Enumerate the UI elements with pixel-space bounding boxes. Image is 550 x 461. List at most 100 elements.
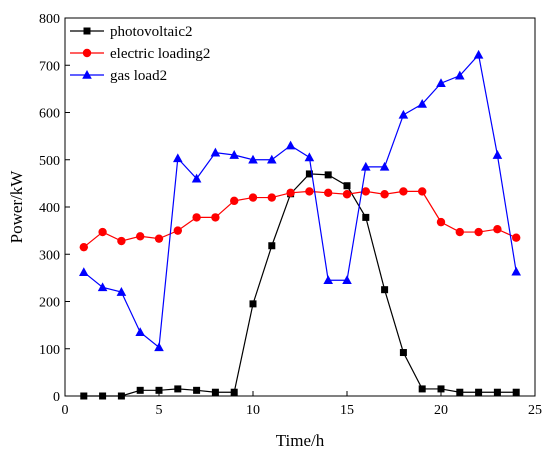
data-point — [268, 242, 276, 250]
data-point — [436, 217, 446, 227]
data-point — [475, 388, 483, 396]
data-point — [324, 188, 333, 198]
data-point — [230, 196, 239, 206]
data-point — [418, 385, 426, 393]
data-point — [248, 154, 258, 164]
series-line — [83, 190, 517, 248]
data-point — [116, 287, 127, 296]
x-tick-label: 20 — [434, 403, 448, 418]
data-point — [80, 392, 88, 400]
data-point — [398, 109, 409, 119]
data-point — [512, 233, 521, 242]
data-point — [286, 188, 295, 198]
data-point — [79, 242, 89, 252]
data-point — [362, 213, 370, 221]
series-electric-loading2 — [79, 187, 521, 252]
data-point — [230, 388, 238, 396]
data-point — [117, 236, 126, 246]
data-point — [248, 193, 258, 202]
data-point — [379, 161, 390, 171]
y-tick-label: 0 — [53, 390, 60, 405]
data-point — [135, 327, 145, 337]
y-tick-label: 500 — [39, 154, 60, 169]
data-point — [97, 282, 108, 292]
data-point — [417, 98, 427, 108]
data-point — [192, 213, 201, 222]
data-point — [305, 187, 314, 196]
y-axis-title: Power/kW — [7, 170, 26, 244]
y-tick-label: 300 — [39, 248, 60, 263]
legend-label: gas load2 — [110, 68, 167, 84]
data-point — [210, 147, 221, 157]
x-tick-label: 10 — [246, 403, 260, 418]
legend-marker — [83, 27, 91, 35]
axis-ticks: 0 5 10 15 20 25 0 100 200 300 400 500 600 700 800 — [39, 12, 542, 418]
data-point — [155, 386, 163, 394]
data-point — [493, 388, 501, 396]
legend-marker — [82, 48, 92, 58]
data-point — [304, 152, 315, 162]
data-point — [399, 187, 408, 196]
data-point — [191, 173, 202, 183]
data-point — [117, 392, 125, 400]
data-point — [492, 150, 503, 159]
legend-item: photovoltaic2 — [70, 24, 193, 40]
y-tick-label: 400 — [39, 201, 60, 216]
x-tick-label: 15 — [340, 403, 354, 418]
data-point — [342, 190, 352, 199]
data-point — [154, 234, 164, 243]
data-point — [99, 392, 107, 400]
data-point — [361, 187, 370, 196]
data-point — [136, 232, 145, 241]
data-point — [154, 342, 164, 352]
data-point — [173, 226, 182, 235]
data-point — [173, 153, 183, 163]
legend-label: photovoltaic2 — [110, 24, 193, 40]
legend-item: gas load2 — [70, 68, 167, 84]
data-point — [361, 161, 371, 171]
data-point — [399, 349, 407, 357]
series-line — [83, 53, 517, 349]
data-point — [418, 187, 427, 196]
series-line — [83, 173, 517, 397]
x-axis-title: Time/h — [276, 431, 325, 450]
data-point — [79, 267, 89, 277]
x-tick-label: 5 — [156, 403, 163, 418]
data-point — [211, 388, 219, 396]
data-point — [493, 225, 502, 234]
legend-item: electric loading2 — [70, 46, 210, 62]
legend: photovoltaic2 electric loading2 gas load2 — [70, 24, 210, 84]
data-point — [193, 386, 201, 394]
data-point — [455, 227, 464, 237]
data-point — [98, 227, 107, 237]
data-point — [455, 70, 465, 80]
y-tick-label: 700 — [39, 59, 60, 74]
data-point — [512, 388, 520, 396]
series-photovoltaic2 — [80, 170, 520, 400]
data-point — [380, 190, 389, 199]
data-point — [436, 78, 446, 88]
data-point — [473, 49, 484, 59]
y-tick-label: 600 — [39, 107, 60, 122]
data-point — [229, 150, 239, 159]
data-point — [174, 385, 182, 393]
data-point — [342, 275, 352, 285]
data-point — [267, 154, 277, 164]
data-point — [211, 213, 220, 222]
y-tick-label: 200 — [39, 296, 60, 311]
data-point — [249, 300, 257, 308]
y-tick-label: 800 — [39, 12, 60, 27]
data-point — [323, 275, 333, 285]
legend-marker — [82, 70, 92, 79]
data-point — [474, 227, 483, 237]
data-point — [324, 171, 332, 179]
data-point — [511, 266, 521, 276]
data-point — [456, 388, 464, 396]
legend-label: electric loading2 — [110, 46, 210, 62]
y-tick-label: 100 — [39, 343, 60, 358]
data-point — [305, 170, 313, 178]
data-point — [437, 385, 445, 393]
series-layer — [79, 49, 521, 400]
data-point — [381, 286, 389, 294]
x-tick-label: 25 — [528, 403, 542, 418]
